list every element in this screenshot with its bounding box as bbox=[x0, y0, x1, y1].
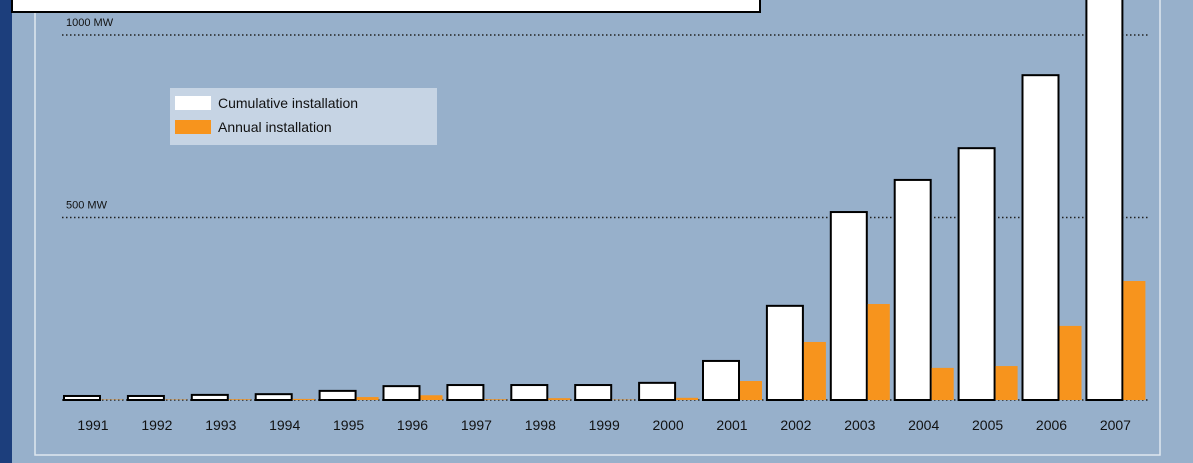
bar bbox=[803, 341, 826, 400]
x-tick-label: 1996 bbox=[397, 417, 428, 433]
legend-swatch bbox=[175, 120, 211, 134]
bar bbox=[765, 304, 804, 401]
x-tick-label: 1997 bbox=[461, 417, 492, 433]
x-tick-label: 2006 bbox=[1036, 417, 1067, 433]
bar bbox=[638, 381, 677, 401]
legend-label: Cumulative installation bbox=[218, 95, 358, 111]
bar bbox=[1085, 0, 1124, 402]
bar bbox=[318, 389, 357, 402]
y-tick-label: 1000 MW bbox=[66, 17, 114, 29]
side-strip bbox=[0, 0, 12, 463]
legend-label: Annual installation bbox=[218, 119, 332, 135]
bar bbox=[190, 393, 229, 401]
bar bbox=[510, 384, 549, 402]
header-box bbox=[11, 0, 761, 13]
bar bbox=[548, 398, 571, 400]
bar bbox=[63, 394, 101, 402]
bar bbox=[126, 394, 165, 402]
bar bbox=[740, 381, 762, 400]
x-tick-label: 2001 bbox=[716, 417, 747, 433]
bar bbox=[228, 399, 251, 400]
bar bbox=[356, 397, 379, 400]
bar bbox=[292, 398, 315, 400]
x-tick-label: 2003 bbox=[844, 417, 875, 433]
bar bbox=[676, 397, 699, 400]
x-tick-label: 1992 bbox=[141, 417, 172, 433]
legend-swatch bbox=[175, 96, 211, 110]
legend-box bbox=[170, 88, 437, 145]
bar bbox=[995, 366, 1018, 400]
bar bbox=[702, 359, 740, 402]
bar bbox=[893, 178, 932, 401]
bar bbox=[574, 384, 613, 402]
bar bbox=[254, 393, 293, 401]
bar bbox=[484, 399, 507, 400]
bar bbox=[382, 385, 421, 401]
x-tick-label: 1999 bbox=[589, 417, 620, 433]
bar bbox=[420, 395, 443, 400]
x-tick-label: 1995 bbox=[333, 417, 364, 433]
x-tick-label: 1998 bbox=[525, 417, 556, 433]
bar bbox=[931, 367, 954, 400]
x-tick-label: 2007 bbox=[1100, 417, 1131, 433]
x-tick-label: 1991 bbox=[77, 417, 108, 433]
bar bbox=[446, 384, 485, 402]
bar bbox=[1123, 281, 1146, 400]
inner-frame bbox=[34, 0, 1161, 456]
bar bbox=[1021, 74, 1060, 401]
bar bbox=[867, 304, 890, 400]
x-tick-label: 1993 bbox=[205, 417, 236, 433]
x-tick-label: 2004 bbox=[908, 417, 939, 433]
bar bbox=[1059, 325, 1082, 400]
bar bbox=[957, 147, 996, 401]
x-tick-label: 2002 bbox=[780, 417, 811, 433]
x-tick-label: 1994 bbox=[269, 417, 300, 433]
bar bbox=[829, 211, 868, 401]
x-tick-label: 2005 bbox=[972, 417, 1003, 433]
y-tick-label: 500 MW bbox=[66, 200, 108, 212]
x-tick-label: 2000 bbox=[653, 417, 684, 433]
